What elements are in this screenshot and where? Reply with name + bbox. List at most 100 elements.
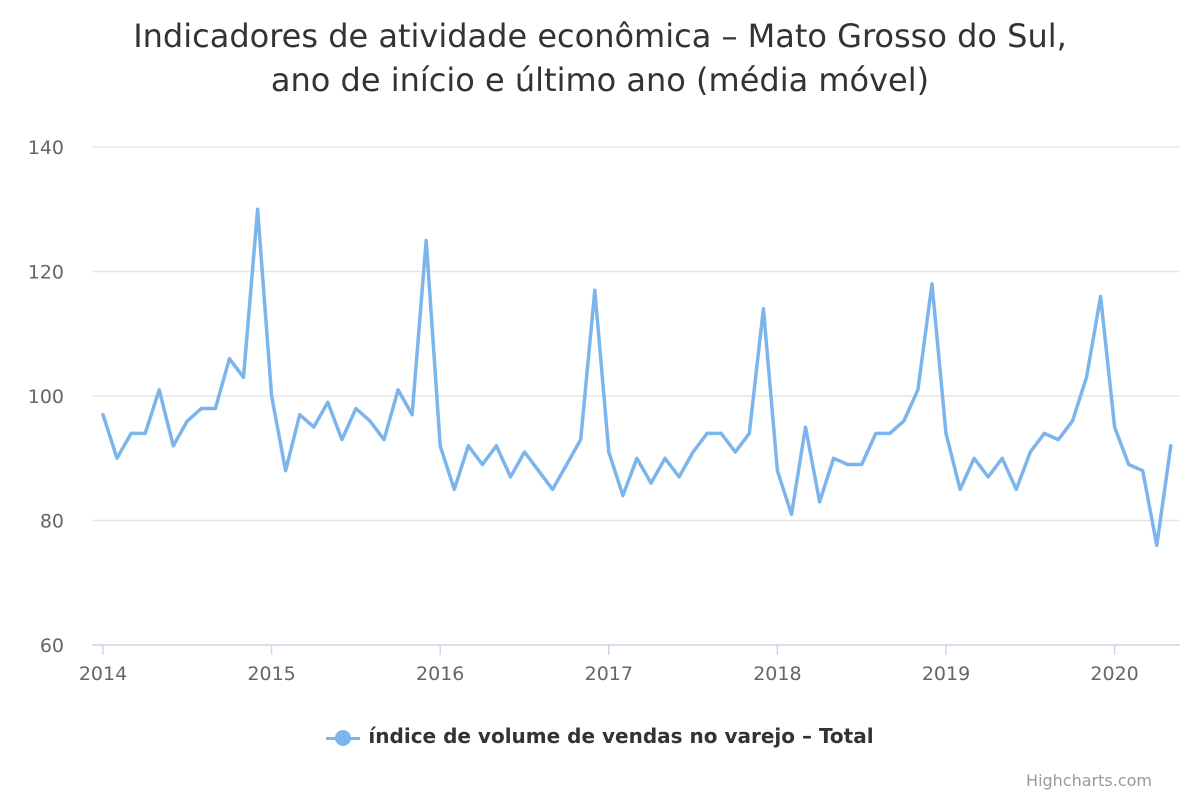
data-point[interactable] xyxy=(506,473,514,481)
data-point[interactable] xyxy=(1083,373,1091,381)
y-axis: 60 80 100 120 140 xyxy=(28,137,64,657)
data-point[interactable] xyxy=(773,467,781,475)
data-point[interactable] xyxy=(99,411,107,419)
data-point[interactable] xyxy=(338,436,346,444)
y-gridlines xyxy=(92,146,1180,646)
x-tick-label: 2019 xyxy=(922,663,970,685)
data-point[interactable] xyxy=(914,386,922,394)
data-point[interactable] xyxy=(155,386,163,394)
data-point[interactable] xyxy=(647,479,655,487)
data-point[interactable] xyxy=(549,485,557,493)
y-tick-label: 100 xyxy=(28,386,64,408)
data-point[interactable] xyxy=(717,429,725,437)
x-tick-label: 2015 xyxy=(247,663,295,685)
data-point[interactable] xyxy=(450,485,458,493)
data-point[interactable] xyxy=(169,442,177,450)
data-point[interactable] xyxy=(113,454,121,462)
data-point[interactable] xyxy=(240,373,248,381)
data-point[interactable] xyxy=(183,417,191,425)
legend-series-label: índice de volume de vendas no varejo – T… xyxy=(368,724,874,748)
data-point[interactable] xyxy=(591,286,599,294)
data-point[interactable] xyxy=(380,436,388,444)
data-point[interactable] xyxy=(141,429,149,437)
data-point[interactable] xyxy=(886,429,894,437)
data-point[interactable] xyxy=(661,454,669,462)
data-point[interactable] xyxy=(1012,485,1020,493)
data-point[interactable] xyxy=(1111,423,1119,431)
data-point[interactable] xyxy=(1054,436,1062,444)
chart-title-line-2: ano de início e último ano (média móvel) xyxy=(270,61,930,99)
data-point[interactable] xyxy=(478,460,486,468)
data-point[interactable] xyxy=(844,460,852,468)
data-point[interactable] xyxy=(858,460,866,468)
data-point[interactable] xyxy=(1068,417,1076,425)
data-point[interactable] xyxy=(310,423,318,431)
data-point[interactable] xyxy=(830,454,838,462)
x-tick-label: 2016 xyxy=(416,663,464,685)
data-point[interactable] xyxy=(521,448,529,456)
data-point[interactable] xyxy=(605,448,613,456)
data-point[interactable] xyxy=(1153,541,1161,549)
y-tick-label: 140 xyxy=(28,137,64,159)
data-point[interactable] xyxy=(352,404,360,412)
data-point[interactable] xyxy=(675,473,683,481)
data-point[interactable] xyxy=(703,429,711,437)
data-point[interactable] xyxy=(254,205,262,213)
data-point[interactable] xyxy=(577,436,585,444)
data-point[interactable] xyxy=(366,417,374,425)
data-point[interactable] xyxy=(900,417,908,425)
data-point[interactable] xyxy=(816,498,824,506)
data-point[interactable] xyxy=(127,429,135,437)
series-layer[interactable] xyxy=(99,205,1175,549)
data-point[interactable] xyxy=(324,398,332,406)
data-point[interactable] xyxy=(492,442,500,450)
data-point[interactable] xyxy=(282,467,290,475)
data-point[interactable] xyxy=(689,448,697,456)
data-point[interactable] xyxy=(1139,467,1147,475)
data-point[interactable] xyxy=(1125,460,1133,468)
x-tick-label: 2018 xyxy=(753,663,801,685)
data-point[interactable] xyxy=(998,454,1006,462)
data-point[interactable] xyxy=(211,404,219,412)
data-point[interactable] xyxy=(928,280,936,288)
data-point[interactable] xyxy=(745,429,753,437)
series-line-retail-volume[interactable] xyxy=(101,207,1173,548)
data-point[interactable] xyxy=(422,236,430,244)
data-point[interactable] xyxy=(225,355,233,363)
data-point[interactable] xyxy=(563,460,571,468)
data-point[interactable] xyxy=(394,386,402,394)
data-point[interactable] xyxy=(296,411,304,419)
data-point[interactable] xyxy=(872,429,880,437)
data-point[interactable] xyxy=(802,423,810,431)
data-point[interactable] xyxy=(1167,442,1175,450)
data-point[interactable] xyxy=(787,510,795,518)
data-point[interactable] xyxy=(942,429,950,437)
data-point[interactable] xyxy=(619,492,627,500)
credits-link[interactable]: Highcharts.com xyxy=(1026,771,1152,790)
data-point[interactable] xyxy=(1026,448,1034,456)
data-point[interactable] xyxy=(268,392,276,400)
data-point[interactable] xyxy=(464,442,472,450)
data-point[interactable] xyxy=(956,485,964,493)
data-point[interactable] xyxy=(1097,292,1105,300)
data-point[interactable] xyxy=(731,448,739,456)
legend[interactable]: índice de volume de vendas no varejo – T… xyxy=(0,724,1200,748)
data-point[interactable] xyxy=(759,305,767,313)
x-tick-label: 2020 xyxy=(1090,663,1138,685)
data-point[interactable] xyxy=(984,473,992,481)
data-point[interactable] xyxy=(197,404,205,412)
x-axis: 2014 2015 2016 2017 2018 2019 2020 xyxy=(79,645,1139,685)
data-point[interactable] xyxy=(436,442,444,450)
data-point[interactable] xyxy=(633,454,641,462)
y-tick-label: 60 xyxy=(40,635,64,657)
y-tick-label: 80 xyxy=(40,511,64,533)
chart-title: Indicadores de atividade econômica – Mat… xyxy=(0,14,1200,102)
data-point[interactable] xyxy=(1040,429,1048,437)
data-point[interactable] xyxy=(970,454,978,462)
y-tick-label: 120 xyxy=(28,262,64,284)
data-point[interactable] xyxy=(535,467,543,475)
x-tick-label: 2014 xyxy=(79,663,127,685)
data-point[interactable] xyxy=(408,411,416,419)
x-tick-label: 2017 xyxy=(585,663,633,685)
